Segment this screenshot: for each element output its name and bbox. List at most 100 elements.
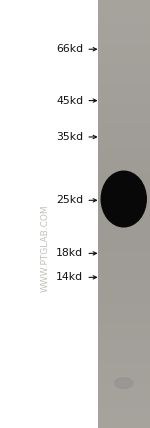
- Bar: [98, 268, 150, 270]
- Bar: [98, 394, 150, 396]
- Bar: [98, 210, 150, 212]
- Bar: [98, 105, 150, 107]
- Bar: [98, 195, 150, 197]
- Bar: [98, 276, 150, 278]
- Bar: [98, 240, 150, 242]
- Bar: [98, 357, 150, 360]
- Bar: [98, 223, 150, 225]
- Bar: [98, 109, 150, 111]
- Bar: [98, 113, 150, 116]
- Bar: [98, 62, 150, 64]
- Bar: [98, 152, 150, 154]
- Bar: [98, 68, 150, 71]
- Text: 14kd: 14kd: [56, 272, 83, 282]
- Bar: [98, 49, 150, 51]
- Bar: [98, 4, 150, 6]
- Bar: [98, 201, 150, 203]
- Bar: [98, 73, 150, 75]
- Bar: [98, 208, 150, 210]
- Bar: [98, 272, 150, 274]
- Bar: [98, 0, 150, 428]
- Bar: [98, 128, 150, 131]
- Bar: [98, 278, 150, 280]
- Bar: [98, 404, 150, 407]
- Bar: [98, 422, 150, 424]
- Bar: [98, 94, 150, 96]
- Bar: [98, 250, 150, 253]
- Bar: [98, 141, 150, 143]
- Bar: [98, 28, 150, 30]
- Bar: [98, 186, 150, 188]
- Bar: [98, 332, 150, 334]
- Bar: [98, 173, 150, 175]
- Bar: [98, 342, 150, 345]
- Bar: [98, 96, 150, 98]
- Text: 35kd: 35kd: [56, 132, 83, 142]
- Bar: [98, 336, 150, 338]
- Bar: [98, 118, 150, 120]
- Bar: [98, 289, 150, 291]
- Bar: [98, 295, 150, 297]
- Bar: [98, 246, 150, 248]
- Bar: [98, 282, 150, 285]
- Bar: [98, 259, 150, 261]
- Bar: [98, 43, 150, 45]
- Bar: [98, 409, 150, 411]
- Bar: [98, 154, 150, 156]
- Bar: [98, 379, 150, 381]
- Bar: [98, 146, 150, 148]
- Bar: [98, 325, 150, 327]
- Bar: [98, 2, 150, 4]
- Bar: [98, 124, 150, 126]
- Bar: [98, 349, 150, 351]
- Bar: [98, 293, 150, 295]
- Bar: [98, 417, 150, 419]
- Bar: [98, 137, 150, 139]
- Bar: [98, 304, 150, 306]
- Bar: [98, 385, 150, 387]
- Bar: [98, 98, 150, 101]
- Bar: [98, 64, 150, 66]
- Bar: [98, 150, 150, 152]
- Bar: [98, 165, 150, 167]
- Bar: [98, 24, 150, 26]
- Bar: [98, 156, 150, 158]
- Bar: [98, 315, 150, 317]
- Bar: [98, 81, 150, 83]
- Bar: [98, 71, 150, 73]
- Bar: [98, 257, 150, 259]
- Text: 66kd: 66kd: [56, 44, 83, 54]
- Bar: [98, 291, 150, 293]
- Bar: [98, 345, 150, 347]
- Ellipse shape: [115, 378, 133, 389]
- Bar: [98, 400, 150, 402]
- Bar: [98, 227, 150, 229]
- Bar: [98, 396, 150, 398]
- Bar: [98, 353, 150, 355]
- Bar: [98, 265, 150, 268]
- Bar: [98, 175, 150, 178]
- Bar: [98, 424, 150, 426]
- Bar: [98, 116, 150, 118]
- Bar: [98, 139, 150, 141]
- Bar: [98, 374, 150, 377]
- Bar: [98, 387, 150, 389]
- Bar: [98, 126, 150, 128]
- Bar: [98, 47, 150, 49]
- Bar: [98, 242, 150, 244]
- Bar: [98, 398, 150, 400]
- Bar: [98, 233, 150, 235]
- Bar: [98, 75, 150, 77]
- Bar: [98, 54, 150, 56]
- Bar: [98, 214, 150, 216]
- Bar: [98, 193, 150, 195]
- Text: 18kd: 18kd: [56, 248, 83, 259]
- Bar: [98, 15, 150, 17]
- Bar: [98, 351, 150, 353]
- Bar: [98, 11, 150, 13]
- Bar: [98, 415, 150, 417]
- Bar: [98, 88, 150, 90]
- Bar: [98, 203, 150, 205]
- Bar: [98, 182, 150, 184]
- Bar: [98, 39, 150, 41]
